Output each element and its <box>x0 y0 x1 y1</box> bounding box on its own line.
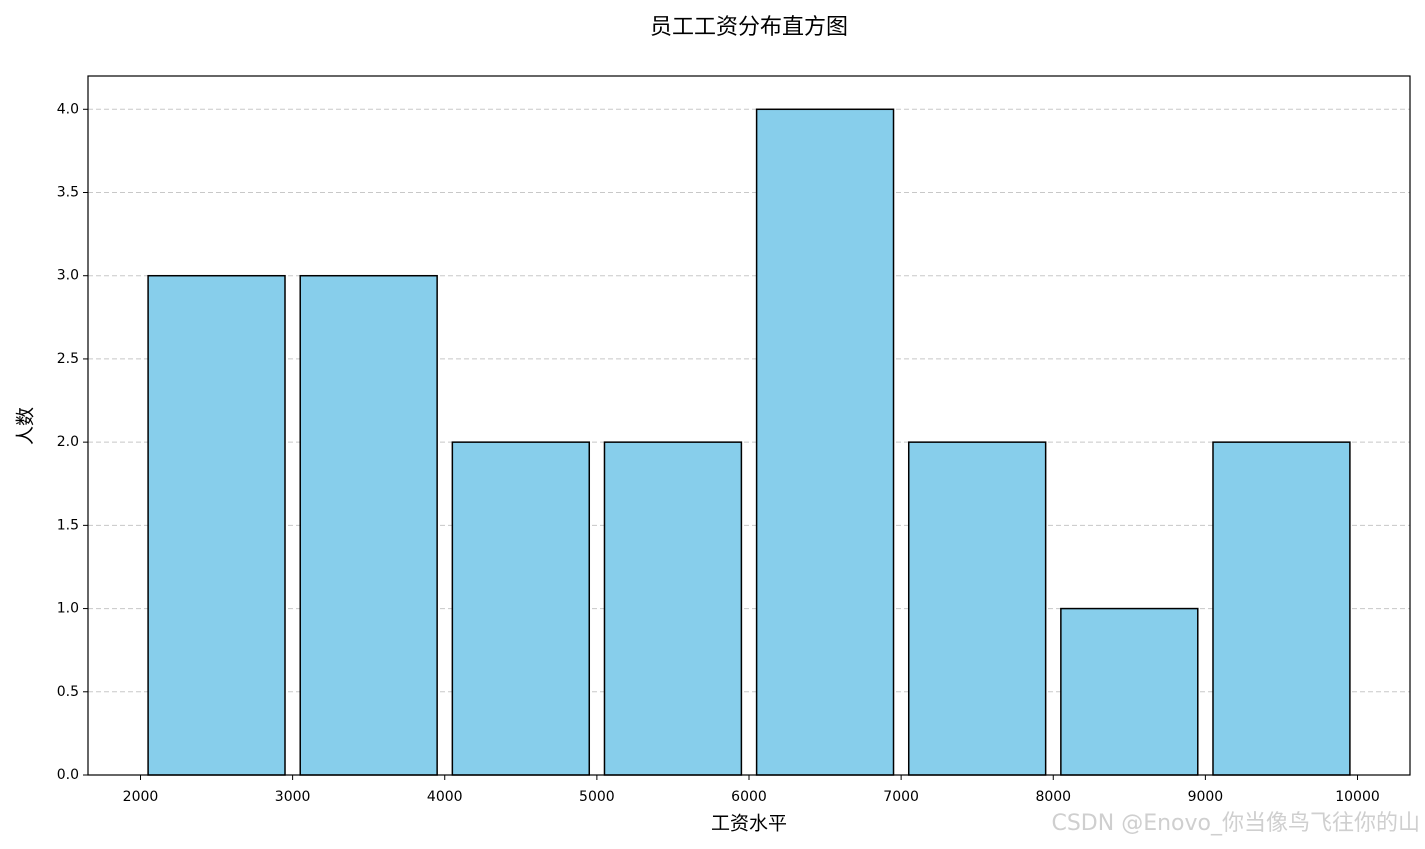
bar <box>1060 607 1199 776</box>
x-tick-label: 3000 <box>275 789 311 805</box>
y-tick-label: 1.5 <box>57 517 79 533</box>
bar <box>1212 441 1351 776</box>
y-tick-label: 0.5 <box>57 684 79 700</box>
y-tick-label: 3.5 <box>57 185 79 201</box>
x-tick-label: 4000 <box>427 789 463 805</box>
bar <box>603 441 743 776</box>
y-tick-label: 4.0 <box>57 101 79 117</box>
x-tick-label: 2000 <box>123 789 159 805</box>
y-tick-label: 3.0 <box>57 268 79 284</box>
x-tick-label: 5000 <box>579 789 615 805</box>
bar <box>907 441 1047 776</box>
bar <box>147 274 286 776</box>
watermark: CSDN @Enovo_你当像鸟飞往你的山 <box>1051 811 1420 836</box>
x-tick-label: 6000 <box>731 789 767 805</box>
chart-title: 员工工资分布直方图 <box>650 15 848 40</box>
y-tick-label: 2.0 <box>57 434 79 450</box>
y-tick-label: 1.0 <box>57 601 79 617</box>
x-tick-label: 9000 <box>1188 789 1224 805</box>
y-axis-label: 人数 <box>15 407 37 445</box>
x-axis-label: 工资水平 <box>711 813 787 835</box>
bar <box>451 441 591 776</box>
x-tick-label: 7000 <box>883 789 919 805</box>
bar <box>755 108 895 776</box>
x-tick-label: 8000 <box>1035 789 1071 805</box>
x-tick-label: 10000 <box>1335 789 1380 805</box>
y-tick-label: 2.5 <box>57 351 79 367</box>
y-tick-label: 0.0 <box>57 767 79 783</box>
bar <box>299 274 438 776</box>
plot-frame <box>87 75 1411 776</box>
